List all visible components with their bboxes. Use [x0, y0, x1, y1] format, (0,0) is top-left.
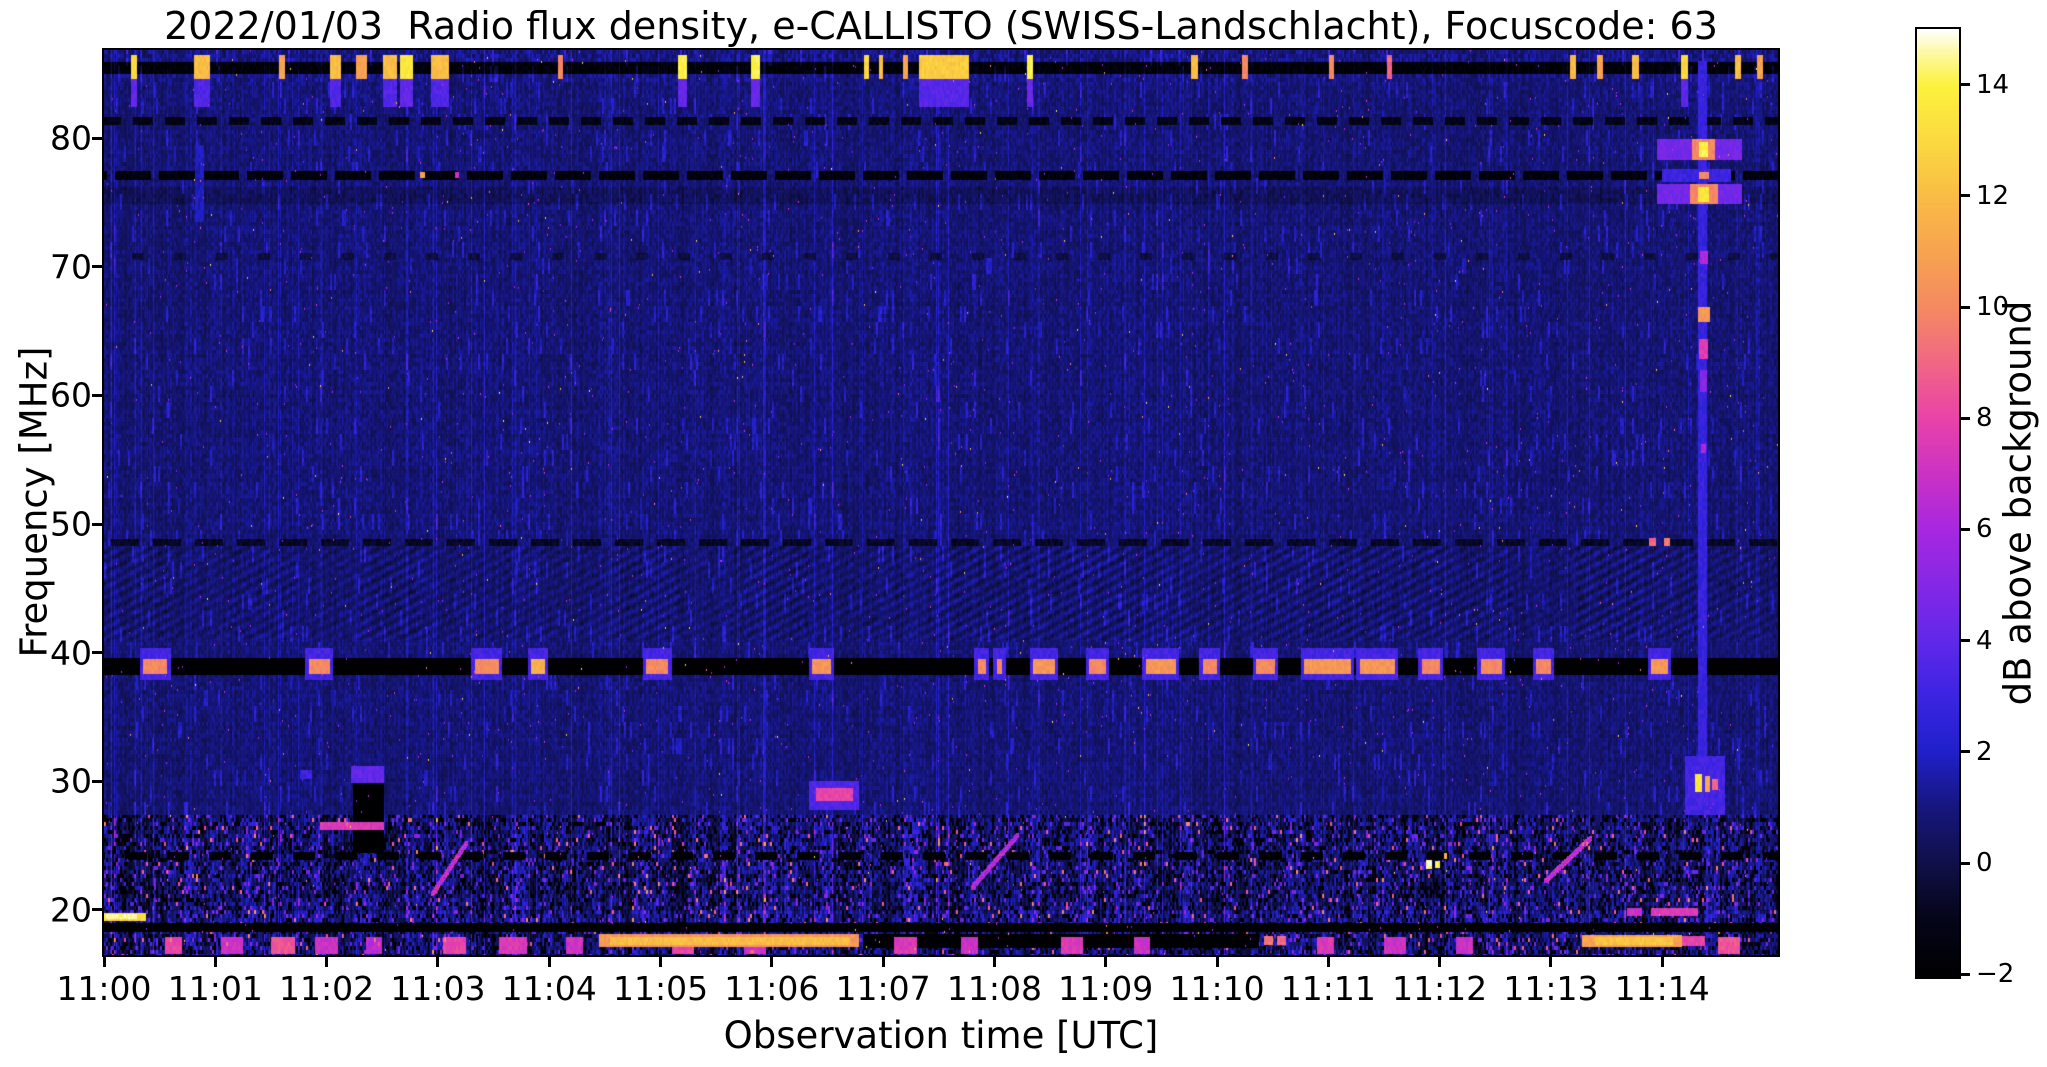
colorbar-tick-mark: [1961, 416, 1970, 420]
y-tick-mark: [92, 393, 102, 397]
x-tick-label: 11:09: [1058, 969, 1154, 1008]
x-axis-label: Observation time [UTC]: [723, 1014, 1159, 1057]
colorbar-tick-mark: [1961, 83, 1970, 87]
x-tick-mark: [102, 957, 106, 967]
x-tick-label: 11:00: [56, 969, 152, 1008]
colorbar-tick-label: 14: [1976, 69, 2010, 100]
x-tick-label: 11:13: [1503, 969, 1599, 1008]
x-tick-mark: [547, 957, 551, 967]
y-tick-label: 60: [50, 375, 92, 415]
y-tick-label: 40: [50, 633, 92, 673]
y-tick-label: 50: [50, 504, 92, 544]
plot-title: 2022/01/03 Radio flux density, e-CALLIST…: [164, 4, 1718, 48]
x-tick-mark: [436, 957, 440, 967]
x-tick-mark: [1660, 957, 1664, 967]
x-tick-mark: [1549, 957, 1553, 967]
x-tick-label: 11:06: [724, 969, 820, 1008]
x-tick-mark: [1215, 957, 1219, 967]
x-tick-label: 11:08: [946, 969, 1042, 1008]
colorbar-tick-mark: [1961, 750, 1970, 754]
x-tick-label: 11:04: [501, 969, 597, 1008]
x-tick-mark: [1438, 957, 1442, 967]
colorbar-tick-mark: [1961, 194, 1970, 198]
colorbar-tick-mark: [1961, 527, 1970, 531]
colorbar-tick-label: −2: [1976, 959, 2015, 990]
x-tick-label: 11:07: [835, 969, 931, 1008]
y-tick-mark: [92, 522, 102, 526]
y-tick-mark: [92, 651, 102, 655]
x-tick-label: 11:12: [1392, 969, 1488, 1008]
colorbar-tick-label: 0: [1976, 848, 1993, 879]
y-tick-label: 30: [50, 761, 92, 801]
colorbar-tick-label: 12: [1976, 180, 2010, 211]
colorbar-tick-label: 6: [1976, 514, 1993, 545]
x-tick-mark: [325, 957, 329, 967]
x-tick-mark: [770, 957, 774, 967]
colorbar-tick-label: 2: [1976, 736, 1993, 767]
y-tick-mark: [92, 136, 102, 140]
y-tick-label: 20: [50, 890, 92, 930]
colorbar-tick-label: 8: [1976, 403, 1993, 434]
y-tick-label: 80: [50, 118, 92, 158]
colorbar-tick-mark: [1961, 305, 1970, 309]
spectrogram-canvas: [102, 48, 1780, 957]
y-tick-mark: [92, 265, 102, 269]
colorbar-tick-mark: [1961, 861, 1970, 865]
x-tick-label: 11:02: [279, 969, 375, 1008]
x-tick-label: 11:10: [1169, 969, 1265, 1008]
y-tick-mark: [92, 908, 102, 912]
y-tick-label: 70: [50, 247, 92, 287]
x-tick-mark: [881, 957, 885, 967]
x-tick-label: 11:01: [167, 969, 263, 1008]
colorbar-tick-mark: [1961, 639, 1970, 643]
x-tick-label: 11:14: [1614, 969, 1710, 1008]
colorbar-tick-label: 4: [1976, 625, 1993, 656]
x-tick-mark: [992, 957, 996, 967]
x-tick-mark: [1104, 957, 1108, 967]
y-tick-mark: [92, 779, 102, 783]
x-tick-mark: [659, 957, 663, 967]
x-tick-label: 11:03: [390, 969, 486, 1008]
colorbar-tick-label: 10: [1976, 292, 2010, 322]
colorbar-tick-mark: [1961, 972, 1970, 976]
colorbar-label: dB above background: [1996, 300, 2040, 706]
x-tick-mark: [1326, 957, 1330, 967]
x-tick-label: 11:11: [1280, 969, 1376, 1008]
x-tick-label: 11:05: [612, 969, 709, 1008]
colorbar-canvas: [1915, 27, 1961, 979]
x-tick-mark: [213, 957, 217, 967]
